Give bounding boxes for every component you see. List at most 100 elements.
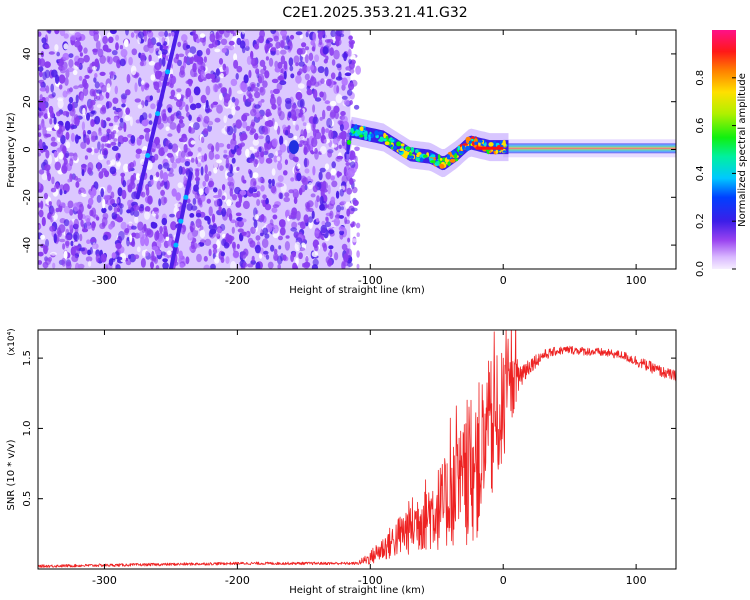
- spectrogram-x-tick-label: 100: [626, 274, 647, 287]
- track-speckle: [349, 132, 353, 135]
- noise-speckle: [230, 261, 237, 269]
- noise-speckle: [208, 171, 212, 176]
- noise-speckle: [284, 192, 290, 198]
- track-speckle: [439, 158, 443, 161]
- noise-speckle: [125, 107, 131, 115]
- noise-speckle: [252, 172, 259, 179]
- noise-speckle: [320, 224, 328, 234]
- noise-speckle: [248, 92, 253, 99]
- noise-speckle: [117, 108, 123, 119]
- noise-speckle: [290, 211, 297, 219]
- noise-speckle: [330, 196, 336, 205]
- noise-speckle: [350, 79, 358, 87]
- noise-speckle: [38, 181, 42, 190]
- noise-speckle: [161, 36, 165, 44]
- noise-speckle: [118, 230, 125, 241]
- track-speckle: [465, 145, 471, 151]
- noise-speckle: [174, 203, 181, 208]
- noise-speckle: [333, 217, 340, 227]
- noise-speckle: [152, 207, 159, 212]
- noise-speckle: [310, 64, 315, 71]
- noise-speckle: [211, 145, 215, 153]
- noise-speckle: [158, 123, 163, 130]
- noise-speckle: [147, 30, 154, 38]
- noise-speckle: [148, 54, 152, 62]
- noise-speckle: [59, 238, 66, 243]
- track-speckle: [383, 138, 387, 142]
- noise-speckle: [73, 114, 79, 122]
- noise-speckle: [330, 30, 336, 38]
- noise-speckle: [113, 138, 118, 142]
- noise-speckle: [213, 187, 218, 193]
- noise-speckle: [106, 143, 112, 148]
- noise-speckle: [203, 115, 210, 124]
- noise-speckle: [293, 165, 299, 175]
- noise-speckle: [271, 178, 275, 187]
- track-speckle: [409, 151, 412, 156]
- noise-speckle: [43, 245, 48, 255]
- noise-speckle: [351, 221, 356, 228]
- noise-speckle: [116, 216, 123, 223]
- noise-speckle: [253, 43, 260, 50]
- noise-speckle: [223, 93, 231, 104]
- noise-speckle: [73, 218, 80, 229]
- noise-speckle: [336, 85, 340, 94]
- noise-speckle: [58, 74, 66, 84]
- noise-speckle: [345, 66, 352, 71]
- noise-speckle: [51, 136, 56, 142]
- noise-speckle: [232, 132, 236, 141]
- noise-speckle: [87, 162, 94, 172]
- noise-speckle: [178, 250, 183, 259]
- noise-speckle: [106, 101, 110, 110]
- noise-speckle: [279, 135, 284, 146]
- noise-speckle: [100, 188, 104, 198]
- noise-speckle: [223, 149, 228, 154]
- noise-speckle: [40, 234, 46, 240]
- noise-speckle: [101, 207, 107, 214]
- noise-speckle: [350, 207, 358, 212]
- noise-speckle: [344, 72, 352, 77]
- noise-speckle: [185, 256, 190, 265]
- noise-speckle: [141, 150, 148, 154]
- noise-speckle: [235, 105, 241, 111]
- noise-speckle: [178, 53, 185, 58]
- noise-speckle: [66, 67, 74, 73]
- noise-speckle: [303, 128, 308, 139]
- noise-speckle: [350, 41, 354, 49]
- noise-speckle: [57, 98, 64, 109]
- snr-series-line: [38, 330, 676, 568]
- noise-speckle: [258, 35, 264, 44]
- noise-speckle: [158, 50, 163, 55]
- noise-speckle: [102, 35, 108, 45]
- noise-speckle: [341, 95, 348, 100]
- noise-speckle: [128, 56, 133, 66]
- noise-speckle: [236, 65, 243, 73]
- noise-speckle: [338, 226, 345, 232]
- noise-speckle: [162, 258, 168, 263]
- noise-speckle: [318, 171, 323, 181]
- noise-speckle: [115, 42, 119, 51]
- colorbar-tick-label: 0.4: [695, 165, 706, 181]
- noise-speckle: [198, 199, 202, 205]
- noise-speckle: [81, 228, 89, 233]
- noise-speckle: [123, 122, 127, 133]
- track-speckle: [488, 142, 494, 147]
- noise-speckle: [314, 230, 320, 234]
- noise-speckle: [147, 41, 154, 49]
- noise-speckle: [80, 141, 87, 149]
- noise-speckle: [165, 126, 170, 131]
- noise-speckle: [323, 137, 327, 144]
- noise-speckle: [273, 248, 278, 255]
- noise-speckle: [284, 139, 288, 147]
- noise-speckle: [115, 160, 121, 170]
- noise-speckle: [265, 254, 270, 260]
- noise-speckle: [229, 235, 235, 241]
- noise-speckle: [59, 202, 65, 207]
- noise-speckle: [347, 89, 353, 96]
- noise-speckle: [92, 91, 97, 97]
- noise-speckle: [279, 49, 287, 55]
- noise-speckle: [268, 152, 274, 159]
- noise-speckle: [250, 121, 256, 127]
- noise-speckle: [298, 252, 303, 260]
- noise-speckle: [348, 150, 356, 160]
